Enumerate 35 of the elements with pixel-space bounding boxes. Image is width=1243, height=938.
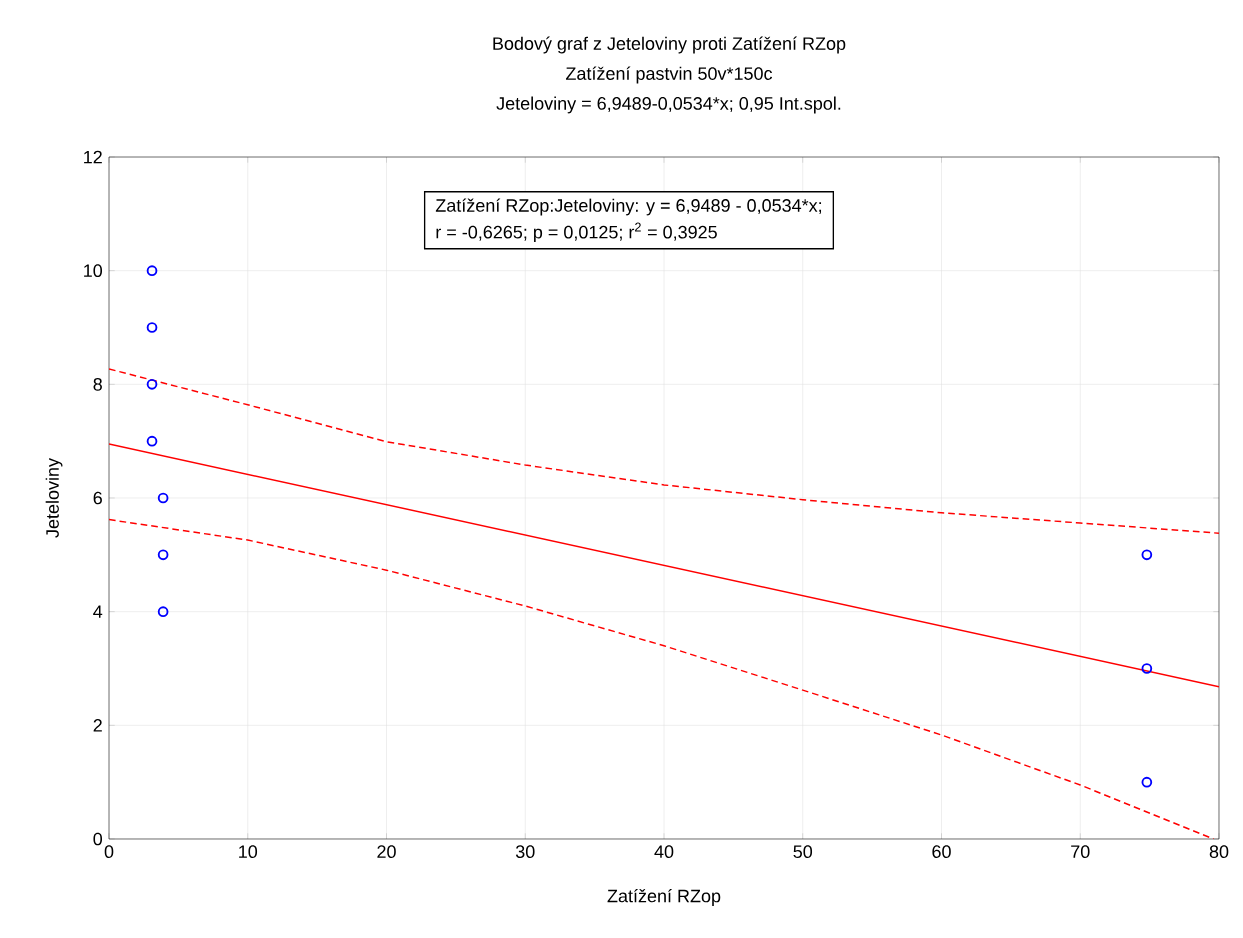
x-tick-label: 80 — [1209, 845, 1229, 858]
x-tick-label: 30 — [515, 845, 535, 858]
y-tick-label: 4 — [93, 605, 103, 618]
y-tick-label: 6 — [93, 491, 102, 505]
x-tick-label: 60 — [932, 845, 951, 858]
line-series — [109, 368, 1219, 534]
point — [157, 606, 169, 617]
chart-title: Bodový graf z Jeteloviny proti Zatížení RZop — [493, 36, 846, 54]
point — [146, 265, 158, 277]
y-tick-label: 8 — [93, 377, 102, 391]
x-tick-label: 20 — [377, 845, 396, 858]
annotation: Zatížení RZop:Jeteloviny: y = 6,9489 - 0,0534*x; — [435, 198, 822, 216]
point — [157, 549, 169, 561]
point — [146, 378, 158, 390]
text: Jeteloviny = 6,9489-0,0534*x; 0,95 Int.spol. — [496, 96, 841, 114]
y-tick-label: 2 — [93, 719, 102, 732]
line-series — [109, 518, 1215, 839]
x-tick-label: 70 — [1071, 845, 1090, 858]
x-tick-label: 10 — [239, 845, 258, 858]
x-axis-title: Zatížení RZop — [607, 888, 721, 906]
y-tick-label: 10 — [84, 264, 103, 278]
point — [146, 322, 158, 333]
point — [157, 492, 169, 504]
y-tick-label: 0 — [93, 832, 103, 846]
point — [1141, 776, 1153, 788]
annotation: r = -0,6265; p = 0,0125; r$^{2}$ = 0,3925 — [436, 222, 717, 243]
point — [1141, 663, 1153, 674]
x-tick-label: 40 — [654, 845, 674, 858]
chart-subtitle: Zatížení pastvin 50v*150c — [566, 66, 773, 84]
x-tick-label: 0 — [104, 845, 114, 858]
point — [146, 435, 158, 447]
y-tick-label: 12 — [84, 150, 102, 164]
y-axis-title: Jeteloviny — [45, 458, 63, 538]
point — [1141, 549, 1153, 561]
x-tick-label: 50 — [793, 845, 813, 858]
